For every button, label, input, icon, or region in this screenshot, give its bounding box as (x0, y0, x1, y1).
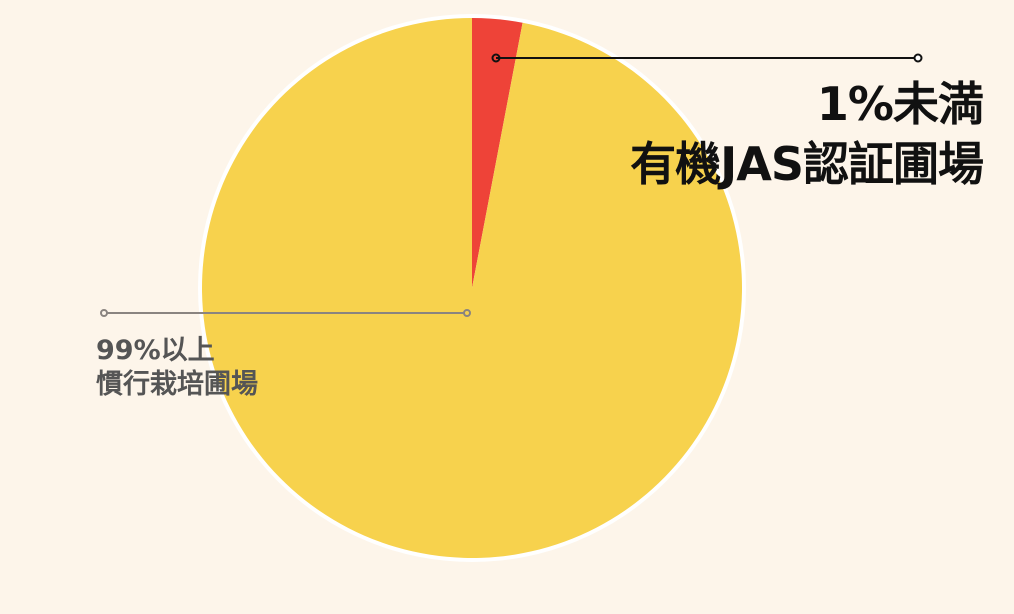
leader-dot-organic-end (913, 53, 923, 63)
pie-slice-conventional (202, 18, 742, 559)
pie-slice-organic (472, 18, 523, 288)
leader-dot-conventional-end (463, 309, 471, 317)
leader-dot-conventional-start (100, 309, 108, 317)
label-organic-percent: 1%未満 (816, 77, 984, 131)
label-conventional-name: 慣行栽培圃場 (96, 369, 258, 400)
label-organic-name: 有機JAS認証圃場 (630, 137, 984, 191)
label-conventional-percent: 99%以上 (96, 335, 215, 366)
leader-dot-organic-start (491, 53, 501, 63)
label-conventional: 99%以上 慣行栽培圃場 (96, 334, 258, 402)
label-organic: 1%未満 有機JAS認証圃場 (630, 74, 984, 194)
